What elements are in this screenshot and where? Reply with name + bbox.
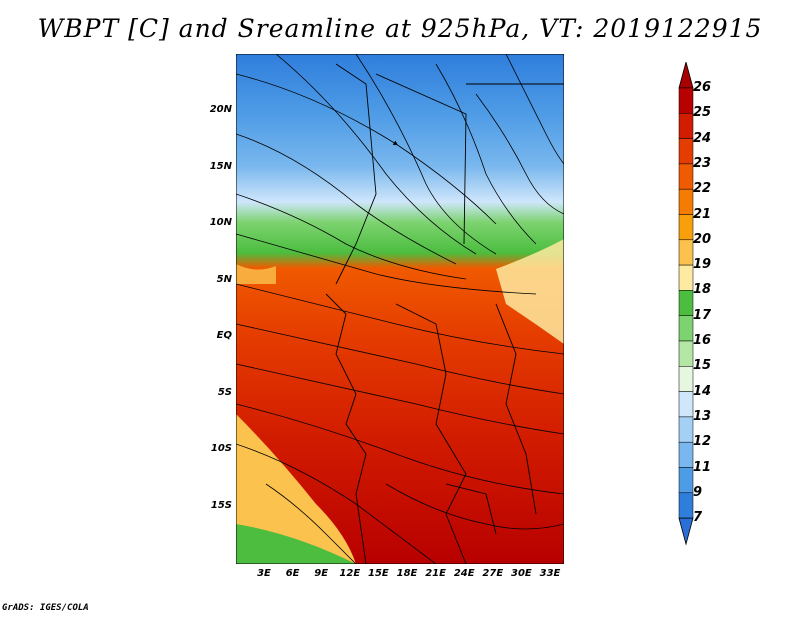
colorbar-label: 15 (693, 358, 712, 374)
country-boundaries (325, 63, 564, 564)
colorbar-label: 25 (693, 105, 712, 121)
colorbar-segment (678, 214, 694, 241)
colorbar-label: 9 (693, 484, 703, 500)
colorbar-segment (678, 441, 694, 468)
lon-label: 33E (539, 568, 561, 579)
colorbar-segment (678, 416, 694, 443)
lat-label: 20N (209, 104, 232, 115)
lat-label: 5N (216, 273, 232, 285)
wbpt-coast-band (236, 264, 276, 284)
colorbar-label: 26 (693, 80, 712, 95)
map-title: WBPT [C] and Sreamline at 925hPa, VT: 20… (37, 14, 763, 43)
colorbar-segment (678, 315, 694, 342)
streamlines (236, 54, 564, 564)
colorbar-segment (678, 492, 694, 519)
lon-label: 12E (339, 568, 361, 579)
colorbar-segment (678, 366, 694, 392)
lat-label: 10S (210, 443, 232, 454)
colorbar-segment (678, 113, 694, 139)
colorbar-label: 7 (693, 510, 703, 526)
colorbar-label: 19 (693, 257, 712, 273)
colorbar-label: 21 (693, 206, 712, 222)
colorbar-segment (678, 188, 694, 215)
colorbar-label: 14 (693, 383, 712, 399)
colorbar-label: 16 (693, 333, 712, 348)
lon-label: 15E (368, 568, 389, 579)
credit-label: GrADS: IGES/COLA (2, 603, 89, 613)
colorbar-segment (678, 290, 694, 316)
lon-label: 21E (425, 568, 446, 579)
colorbar-label: 23 (693, 155, 712, 171)
lon-label: 30E (511, 568, 532, 579)
wbpt-warm-tongue (496, 239, 564, 344)
lat-label: 10N (209, 217, 232, 228)
colorbar-segment (678, 239, 694, 266)
colorbar-label: 22 (693, 181, 712, 197)
colorbar-segment (678, 340, 694, 367)
wbpt-southwest-cool (236, 524, 356, 564)
colorbar-segment (678, 87, 694, 114)
colorbar-label: 20 (693, 231, 712, 247)
lon-label: 9E (314, 568, 329, 579)
lon-label: 24E (453, 568, 475, 579)
colorbar (678, 62, 694, 546)
lon-label: 27E (482, 568, 504, 579)
lat-label: 5S (217, 386, 232, 398)
lon-label: 18E (396, 568, 418, 579)
colorbar-segment (678, 391, 694, 418)
colorbar-segment (678, 163, 694, 190)
lon-label: 6E (285, 568, 300, 579)
lat-label: 15S (210, 499, 232, 511)
colorbar-label: 17 (693, 307, 712, 323)
colorbar-label: 11 (693, 459, 712, 475)
lat-label: 15N (209, 160, 232, 172)
colorbar-label: 24 (693, 130, 712, 146)
colorbar-bottom-arrow (678, 517, 694, 546)
lon-label: 3E (257, 568, 271, 579)
colorbar-label: 12 (693, 434, 712, 450)
lat-label: EQ (216, 330, 232, 341)
wbpt-southwest-band (236, 414, 356, 564)
colorbar-label: 13 (693, 408, 712, 424)
colorbar-label: 18 (693, 282, 712, 298)
wbpt-streamline-map (236, 54, 564, 564)
colorbar-segment (678, 467, 694, 494)
colorbar-segment (678, 264, 694, 291)
colorbar-top-arrow (678, 62, 694, 89)
colorbar-segment (678, 138, 694, 165)
